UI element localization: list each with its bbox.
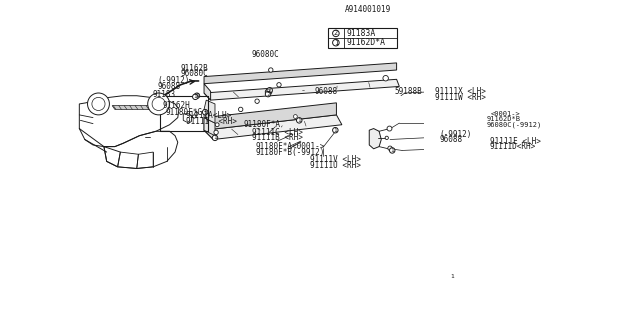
Text: (-9912): (-9912)	[439, 130, 472, 139]
Circle shape	[266, 89, 271, 95]
Text: 1: 1	[298, 118, 301, 123]
Text: 91111W <RH>: 91111W <RH>	[435, 93, 486, 102]
Circle shape	[88, 93, 109, 115]
Text: 91111X <LH>: 91111X <LH>	[435, 87, 486, 96]
Text: 91162H: 91162H	[163, 100, 190, 109]
Polygon shape	[204, 127, 215, 140]
Polygon shape	[204, 103, 337, 130]
Circle shape	[296, 118, 302, 123]
Circle shape	[267, 88, 273, 93]
Text: (-9912): (-9912)	[157, 76, 190, 85]
Circle shape	[239, 107, 243, 112]
Text: 96088: 96088	[439, 135, 462, 144]
Circle shape	[268, 89, 271, 92]
Circle shape	[390, 148, 395, 153]
Text: 96080C: 96080C	[252, 50, 280, 59]
Circle shape	[276, 83, 281, 87]
Polygon shape	[204, 84, 211, 100]
Text: 91162B: 91162B	[180, 64, 208, 73]
Circle shape	[385, 136, 388, 140]
Text: 91111E <LH>: 91111E <LH>	[490, 137, 540, 146]
Circle shape	[294, 115, 298, 118]
Text: 2: 2	[266, 92, 270, 97]
Text: 2: 2	[268, 88, 271, 93]
Polygon shape	[204, 100, 215, 123]
Circle shape	[383, 76, 388, 81]
Circle shape	[268, 90, 272, 94]
Circle shape	[148, 93, 170, 115]
Text: 91180F*C: 91180F*C	[166, 108, 203, 117]
Circle shape	[202, 109, 208, 115]
Text: 91111B <RH>: 91111B <RH>	[252, 133, 303, 142]
Polygon shape	[369, 129, 381, 149]
Circle shape	[387, 126, 392, 131]
Text: 1: 1	[193, 94, 197, 99]
Text: 1: 1	[213, 135, 217, 140]
Text: 91183A: 91183A	[346, 29, 376, 38]
Text: 96088: 96088	[314, 87, 338, 96]
Text: 91111C <LH>: 91111C <LH>	[252, 128, 303, 137]
Text: A914001019: A914001019	[345, 5, 391, 14]
Circle shape	[214, 130, 218, 135]
Polygon shape	[204, 118, 215, 136]
Text: 91111V <LH>: 91111V <LH>	[310, 155, 361, 164]
Polygon shape	[112, 106, 156, 109]
Text: <0001->: <0001->	[491, 111, 520, 117]
Text: 2: 2	[266, 89, 270, 94]
Circle shape	[333, 39, 339, 46]
Polygon shape	[204, 115, 342, 140]
Text: 91180F*A: 91180F*A	[243, 120, 280, 129]
Text: 91111D<RH>: 91111D<RH>	[490, 142, 536, 151]
Text: 2: 2	[333, 30, 338, 36]
Text: 96080C(-9912): 96080C(-9912)	[487, 122, 542, 128]
Circle shape	[450, 274, 455, 279]
Text: 91111  <RH>: 91111 <RH>	[186, 117, 237, 126]
Circle shape	[388, 146, 392, 150]
Text: 91162D*A: 91162D*A	[346, 38, 385, 47]
Polygon shape	[204, 79, 399, 100]
Circle shape	[269, 68, 273, 72]
Circle shape	[193, 115, 196, 118]
Text: 1: 1	[195, 93, 199, 98]
Polygon shape	[204, 63, 397, 84]
Text: 91180F*A<0001->: 91180F*A<0001->	[255, 142, 325, 151]
Text: 91183: 91183	[152, 90, 175, 99]
Text: 59188B: 59188B	[394, 87, 422, 96]
Circle shape	[333, 30, 339, 37]
Text: 1: 1	[390, 148, 394, 153]
Circle shape	[194, 93, 200, 99]
Text: 96088: 96088	[157, 82, 180, 91]
Circle shape	[333, 127, 338, 133]
Circle shape	[193, 94, 198, 100]
Polygon shape	[328, 28, 397, 48]
Circle shape	[195, 112, 198, 116]
Text: 1: 1	[333, 40, 338, 46]
Circle shape	[255, 99, 259, 103]
Circle shape	[215, 123, 219, 127]
Text: 96080C: 96080C	[180, 69, 208, 78]
Text: 91162D*B: 91162D*B	[487, 116, 521, 122]
Circle shape	[266, 91, 270, 95]
Text: 1: 1	[333, 128, 337, 133]
Text: 1: 1	[204, 110, 207, 115]
Text: 91180F*B(-9912): 91180F*B(-9912)	[255, 148, 325, 156]
Text: 1: 1	[451, 274, 454, 279]
Text: 91111U <RH>: 91111U <RH>	[310, 161, 361, 170]
Circle shape	[212, 135, 218, 140]
Text: 91111A<LH>: 91111A<LH>	[186, 111, 232, 120]
Circle shape	[266, 91, 271, 97]
